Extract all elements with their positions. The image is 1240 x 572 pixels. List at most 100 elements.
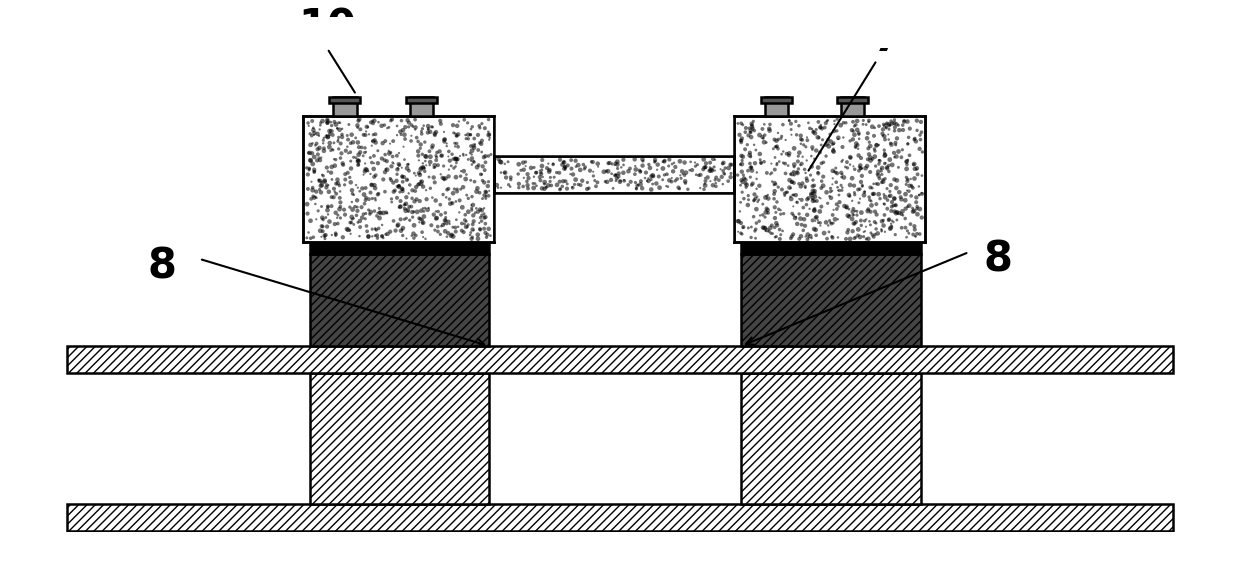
Point <box>746 174 766 184</box>
Point <box>754 138 774 147</box>
Point <box>378 146 398 156</box>
Point <box>748 197 768 206</box>
Point <box>574 164 594 173</box>
Point <box>557 184 577 193</box>
Point <box>321 121 341 130</box>
Point <box>347 196 367 205</box>
Point <box>749 217 769 226</box>
Point <box>848 185 868 194</box>
Point <box>405 125 425 134</box>
Point <box>299 228 319 237</box>
Point <box>419 203 439 212</box>
Point <box>879 161 899 170</box>
Point <box>828 133 848 142</box>
Point <box>742 133 761 142</box>
Point <box>362 158 382 167</box>
Point <box>326 231 346 240</box>
Point <box>792 179 812 188</box>
Point <box>827 126 847 136</box>
Point <box>799 193 818 202</box>
Point <box>820 227 839 236</box>
Point <box>580 166 600 175</box>
Point <box>458 118 477 128</box>
Point <box>479 191 498 200</box>
Point <box>823 140 843 149</box>
Point <box>356 209 376 218</box>
Point <box>792 152 812 161</box>
Point <box>784 144 804 153</box>
Point <box>567 162 587 171</box>
Point <box>443 189 463 198</box>
Point <box>763 177 782 186</box>
Point <box>314 144 334 153</box>
Point <box>365 136 384 145</box>
Point <box>476 188 496 197</box>
Point <box>825 116 844 125</box>
Bar <box>409 97 433 116</box>
Point <box>367 233 387 243</box>
Point <box>830 190 849 200</box>
Point <box>432 151 451 160</box>
Point <box>341 218 361 227</box>
Point <box>479 152 498 161</box>
Point <box>706 155 725 164</box>
Point <box>456 174 476 184</box>
Point <box>587 182 606 191</box>
Point <box>433 220 453 229</box>
Point <box>801 170 821 180</box>
Point <box>320 217 340 226</box>
Point <box>713 159 733 168</box>
Point <box>413 182 433 191</box>
Point <box>417 152 436 161</box>
Point <box>347 202 367 212</box>
Point <box>780 176 800 185</box>
Point <box>843 227 863 236</box>
Point <box>373 208 393 217</box>
Point <box>755 227 775 236</box>
Point <box>765 178 785 188</box>
Point <box>461 228 481 237</box>
Point <box>436 193 456 202</box>
Point <box>304 233 324 242</box>
Point <box>308 145 327 154</box>
Point <box>412 127 432 136</box>
Point <box>312 222 332 231</box>
Point <box>898 177 918 186</box>
Point <box>523 184 543 193</box>
Point <box>422 122 441 132</box>
Point <box>911 171 931 180</box>
Point <box>861 156 880 165</box>
Point <box>694 185 714 194</box>
Point <box>391 127 410 136</box>
Point <box>913 148 932 157</box>
Point <box>879 121 899 130</box>
Point <box>859 217 879 226</box>
Point <box>786 197 806 206</box>
Point <box>755 193 775 202</box>
Point <box>300 156 320 165</box>
Point <box>414 164 434 173</box>
Point <box>355 199 374 208</box>
Point <box>689 171 709 180</box>
Point <box>356 193 376 202</box>
Point <box>887 216 906 225</box>
Point <box>376 165 396 174</box>
Point <box>300 165 320 174</box>
Point <box>350 223 370 232</box>
Point <box>841 153 861 162</box>
Point <box>670 157 689 166</box>
Point <box>758 205 777 214</box>
Bar <box>19 532 1221 572</box>
Point <box>378 229 398 239</box>
Point <box>367 225 387 235</box>
Point <box>298 200 317 209</box>
Point <box>348 156 368 165</box>
Point <box>681 157 701 166</box>
Point <box>744 196 764 205</box>
Point <box>885 140 905 149</box>
Point <box>851 194 870 203</box>
Point <box>556 163 575 172</box>
Point <box>316 213 336 222</box>
Point <box>696 181 715 190</box>
Point <box>895 214 915 223</box>
